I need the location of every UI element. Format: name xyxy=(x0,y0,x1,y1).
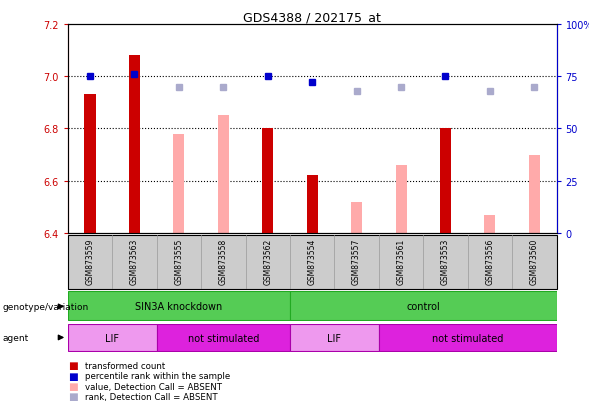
Text: GSM873560: GSM873560 xyxy=(530,238,539,285)
Bar xyxy=(395,166,406,233)
Bar xyxy=(484,215,495,233)
Bar xyxy=(529,155,540,233)
Text: ■: ■ xyxy=(68,381,78,391)
Text: genotype/variation: genotype/variation xyxy=(3,302,89,311)
Text: SIN3A knockdown: SIN3A knockdown xyxy=(135,301,223,311)
Bar xyxy=(68,324,157,351)
Bar xyxy=(351,202,362,233)
Bar xyxy=(290,324,379,351)
Text: GSM873558: GSM873558 xyxy=(219,238,228,284)
Text: percentile rank within the sample: percentile rank within the sample xyxy=(85,371,231,380)
Bar xyxy=(84,95,95,233)
Bar xyxy=(379,324,557,351)
Text: not stimulated: not stimulated xyxy=(188,333,259,343)
Text: GSM873554: GSM873554 xyxy=(307,238,317,285)
Text: value, Detection Call = ABSENT: value, Detection Call = ABSENT xyxy=(85,382,223,391)
Text: ■: ■ xyxy=(68,371,78,381)
Text: GSM873555: GSM873555 xyxy=(174,238,183,285)
Bar xyxy=(68,292,290,321)
Text: GSM873556: GSM873556 xyxy=(485,238,494,285)
Bar xyxy=(129,56,140,233)
Text: GSM873562: GSM873562 xyxy=(263,238,272,284)
Bar xyxy=(307,176,317,233)
Text: transformed count: transformed count xyxy=(85,361,166,370)
Bar xyxy=(262,129,273,233)
Text: ■: ■ xyxy=(68,392,78,401)
Text: LIF: LIF xyxy=(327,333,342,343)
Bar xyxy=(218,116,229,233)
Bar xyxy=(290,292,557,321)
Text: ■: ■ xyxy=(68,361,78,370)
Text: agent: agent xyxy=(3,333,29,342)
Text: LIF: LIF xyxy=(105,333,119,343)
Text: GSM873557: GSM873557 xyxy=(352,238,361,285)
Title: GDS4388 / 202175_at: GDS4388 / 202175_at xyxy=(243,11,381,24)
Text: GSM873559: GSM873559 xyxy=(85,238,94,285)
Bar xyxy=(173,134,184,233)
Text: rank, Detection Call = ABSENT: rank, Detection Call = ABSENT xyxy=(85,392,218,401)
Text: control: control xyxy=(406,301,440,311)
Text: not stimulated: not stimulated xyxy=(432,333,504,343)
Text: GSM873561: GSM873561 xyxy=(396,238,406,284)
Text: GSM873553: GSM873553 xyxy=(441,238,450,285)
Text: GSM873563: GSM873563 xyxy=(130,238,139,285)
Bar xyxy=(440,129,451,233)
Bar xyxy=(157,324,290,351)
